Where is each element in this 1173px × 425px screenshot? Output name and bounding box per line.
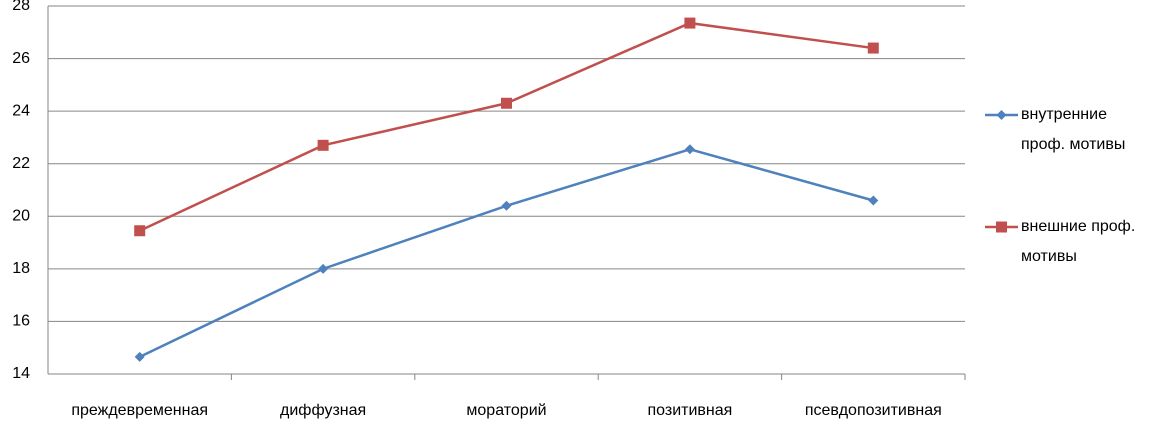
y-tick-label: 26 bbox=[12, 50, 30, 67]
data-point bbox=[684, 17, 696, 29]
series-line bbox=[139, 21, 874, 232]
x-tick-label: позитивная bbox=[647, 402, 732, 419]
data-point bbox=[868, 195, 879, 206]
legend-label: внутренние проф. мотивы bbox=[1021, 106, 1126, 153]
data-point bbox=[134, 351, 145, 362]
y-tick-label: 14 bbox=[12, 365, 30, 382]
data-point bbox=[318, 263, 329, 274]
x-tick-label: диффузная bbox=[280, 402, 366, 419]
data-point bbox=[684, 144, 695, 155]
y-tick-label: 28 bbox=[12, 0, 30, 14]
y-tick-label: 24 bbox=[12, 102, 30, 119]
data-point bbox=[317, 139, 329, 151]
x-tick-label: мораторий bbox=[466, 402, 546, 419]
data-point bbox=[501, 200, 512, 211]
y-tick-label: 16 bbox=[12, 313, 30, 330]
y-tick-label: 22 bbox=[12, 155, 30, 172]
data-point bbox=[867, 42, 879, 54]
data-point bbox=[501, 97, 512, 109]
legend-marker bbox=[996, 221, 1007, 233]
x-tick-label: преждевременная bbox=[71, 402, 208, 419]
data-point bbox=[134, 225, 146, 237]
x-tick-label: псевдопозитивная bbox=[805, 402, 942, 419]
legend-label: внешние проф. мотивы bbox=[1021, 218, 1136, 265]
y-tick-label: 18 bbox=[12, 260, 30, 277]
y-tick-label: 20 bbox=[12, 208, 30, 225]
legend-marker bbox=[996, 110, 1007, 120]
